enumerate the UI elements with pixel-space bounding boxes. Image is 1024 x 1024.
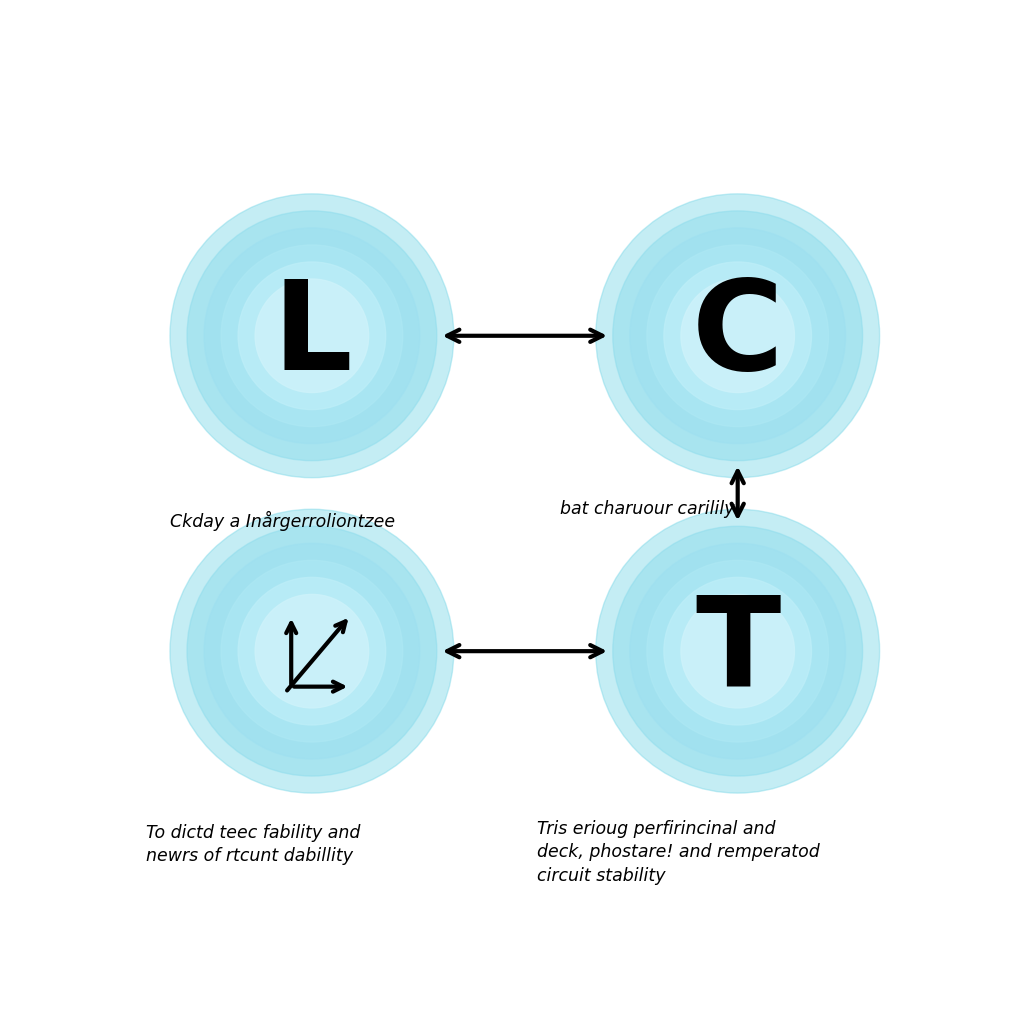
Circle shape: [664, 578, 811, 725]
Circle shape: [630, 228, 846, 443]
Circle shape: [255, 279, 369, 392]
Text: L: L: [272, 275, 351, 396]
Text: bat charuour carilily: bat charuour carilily: [560, 501, 735, 518]
Circle shape: [664, 262, 811, 410]
Circle shape: [239, 262, 386, 410]
Circle shape: [187, 211, 437, 461]
Circle shape: [221, 560, 402, 742]
Circle shape: [255, 594, 369, 708]
Text: Tris erioug perfirincinal and
deck, phostare! and remperatod
circuit stability: Tris erioug perfirincinal and deck, phos…: [537, 819, 819, 885]
Circle shape: [612, 211, 862, 461]
Text: T: T: [695, 591, 780, 712]
Circle shape: [170, 509, 454, 793]
Circle shape: [596, 194, 880, 477]
Circle shape: [630, 544, 846, 759]
Circle shape: [221, 245, 402, 427]
Circle shape: [204, 228, 420, 443]
Circle shape: [612, 526, 862, 776]
Circle shape: [187, 526, 437, 776]
Circle shape: [647, 560, 828, 742]
Circle shape: [170, 194, 454, 477]
Text: C: C: [692, 275, 783, 396]
Text: To dictd teec fability and
newrs of rtcunt dabillity: To dictd teec fability and newrs of rtcu…: [146, 823, 360, 865]
Circle shape: [681, 594, 795, 708]
Circle shape: [204, 544, 420, 759]
Circle shape: [239, 578, 386, 725]
Circle shape: [681, 279, 795, 392]
Circle shape: [596, 509, 880, 793]
Text: Ckday a Inårgerroliontzee: Ckday a Inårgerroliontzee: [170, 511, 395, 531]
Circle shape: [647, 245, 828, 427]
